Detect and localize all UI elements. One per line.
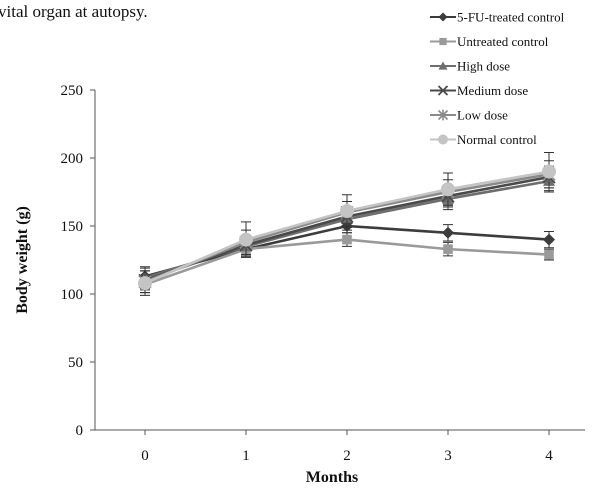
- y-tick-label: 250: [61, 83, 84, 99]
- caption-fragment: vital organ at autopsy.: [0, 2, 148, 21]
- legend-label: Medium dose: [457, 83, 528, 98]
- legend-marker: [438, 12, 448, 22]
- x-tick-label: 4: [545, 448, 553, 464]
- legend-item: Untreated control: [430, 34, 549, 49]
- legend-marker: [438, 61, 448, 70]
- data-point: [443, 244, 453, 254]
- y-tick-label: 150: [61, 219, 84, 235]
- series-untreated-control: [140, 232, 554, 294]
- plot-series: [138, 152, 556, 296]
- data-point: [340, 204, 354, 219]
- legend-marker: [438, 134, 448, 145]
- y-tick-label: 200: [61, 151, 84, 167]
- legend-item: Low dose: [430, 108, 508, 123]
- data-point: [543, 233, 555, 246]
- legend: 5-FU-treated control Untreated control Hig…: [430, 10, 565, 147]
- y-axis-title: Body weight (g): [14, 206, 31, 314]
- data-point: [441, 182, 455, 197]
- x-tick-label: 1: [242, 448, 250, 464]
- x-tick-label: 0: [141, 448, 149, 464]
- y-tick-label: 0: [76, 423, 84, 439]
- legend-marker: [439, 37, 447, 46]
- legend-label: Low dose: [457, 108, 508, 123]
- legend-item: 5-FU-treated control: [430, 10, 565, 25]
- y-tick-label: 100: [61, 287, 84, 303]
- data-point: [239, 232, 253, 247]
- data-point: [442, 226, 454, 239]
- x-axis-title: Months: [306, 469, 358, 486]
- series-normal-control: [138, 152, 556, 296]
- legend-item: Normal control: [430, 132, 537, 147]
- legend-label: Untreated control: [457, 34, 549, 49]
- data-point: [342, 234, 352, 245]
- legend-marker: [437, 85, 449, 96]
- legend-item: High dose: [430, 59, 510, 74]
- x-tick-label: 3: [444, 448, 452, 464]
- axes: [94, 90, 585, 431]
- legend-label: Normal control: [457, 132, 537, 147]
- legend-label: High dose: [457, 59, 510, 74]
- legend-label: 5-FU-treated control: [457, 10, 565, 25]
- data-point: [138, 276, 152, 291]
- data-point: [542, 164, 556, 179]
- x-axis-ticks: 0 1 2 3 4: [141, 430, 553, 464]
- legend-marker: [437, 109, 449, 121]
- y-axis-ticks: 0 50 100 150 200 250: [61, 83, 95, 439]
- x-tick-label: 2: [343, 448, 351, 464]
- y-tick-label: 50: [68, 355, 83, 371]
- legend-item: Medium dose: [430, 83, 528, 98]
- data-point: [544, 249, 554, 260]
